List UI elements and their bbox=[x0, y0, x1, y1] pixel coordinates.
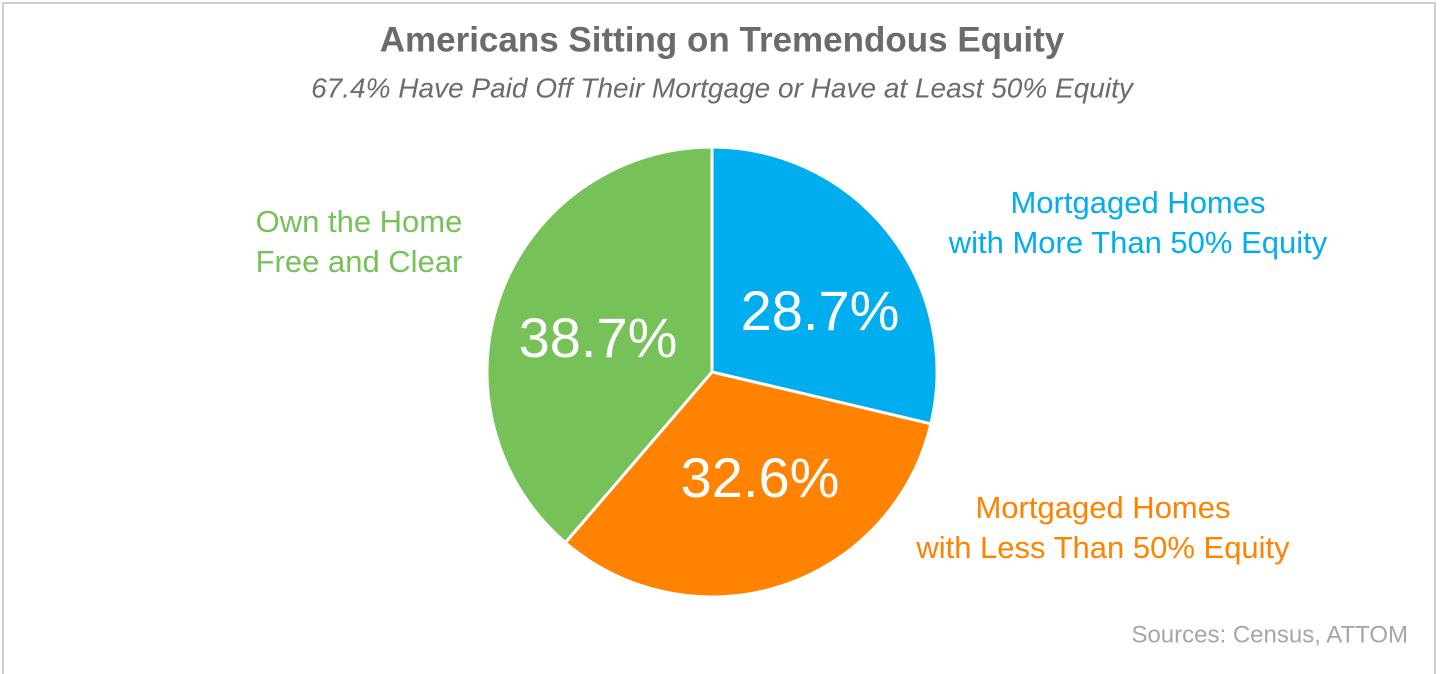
pie-slice bbox=[485, 145, 714, 545]
category-label: Free and Clear bbox=[256, 244, 463, 279]
category-label: with More Than 50% Equity bbox=[948, 225, 1328, 260]
value-label: 32.6% bbox=[681, 446, 840, 509]
chart-subtitle: 67.4% Have Paid Off Their Mortgage or Ha… bbox=[311, 72, 1135, 103]
source: Sources: Census, ATTOM bbox=[1131, 621, 1408, 648]
category-label: Mortgaged Homes bbox=[975, 490, 1230, 525]
chart-title: Americans Sitting on Tremendous Equity bbox=[380, 20, 1065, 59]
pie-slice bbox=[563, 370, 933, 599]
value-label: 28.7% bbox=[741, 279, 900, 342]
pie-slice bbox=[710, 145, 939, 426]
category-label: Mortgaged Homes bbox=[1010, 185, 1265, 220]
value-label: 38.7% bbox=[519, 306, 678, 369]
category-label: with Less Than 50% Equity bbox=[915, 530, 1290, 565]
category-label: Own the Home bbox=[256, 204, 463, 239]
